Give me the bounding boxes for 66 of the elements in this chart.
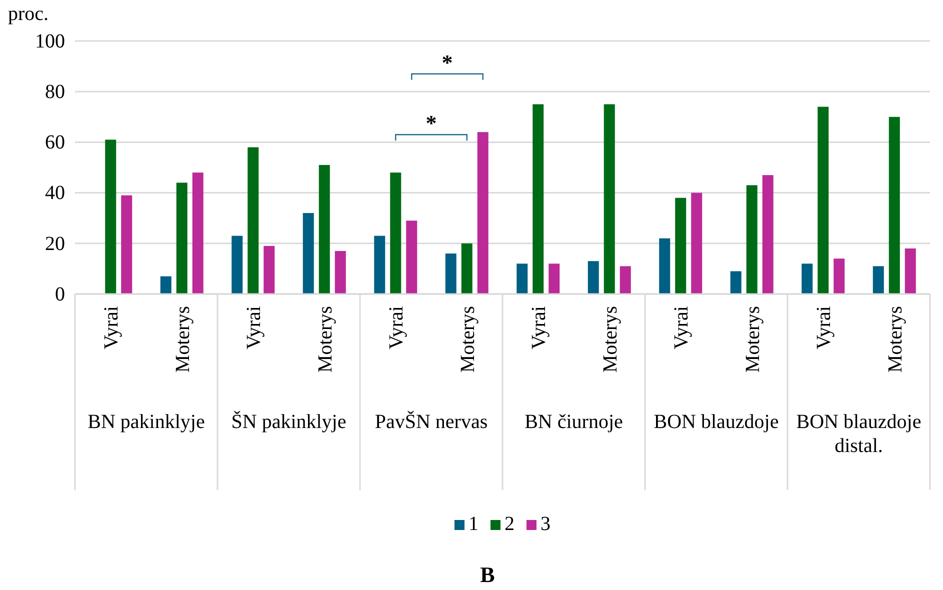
text: BON blauzdoje (654, 411, 779, 433)
x-tick-label: Vyrai (100, 306, 123, 350)
text: BON blauzdoje distal. (796, 411, 922, 457)
x-tick-label: Moterys (742, 306, 764, 373)
x-tick-label: Vyrai (243, 306, 266, 350)
x-tick-label: Moterys (456, 306, 479, 373)
bar (121, 195, 132, 294)
bar (548, 264, 560, 294)
bar (818, 106, 829, 294)
text: ŠN pakinklyje (231, 410, 346, 433)
text: BN čiurnoje (524, 411, 624, 433)
bar (675, 198, 686, 294)
x-tick-label: Moterys (172, 306, 194, 373)
bar (532, 104, 544, 294)
bar (232, 236, 243, 294)
text: BN pakinklyje (88, 411, 205, 433)
bar (872, 266, 884, 294)
bar (302, 213, 314, 294)
bar (691, 192, 702, 294)
bar (318, 164, 330, 294)
bar (746, 185, 758, 294)
x-tick-label: Vyrai (386, 306, 408, 350)
bar (461, 243, 472, 294)
x-tick-label: Vyrai (813, 306, 836, 350)
bar (192, 172, 204, 294)
bar (390, 172, 402, 294)
bar (176, 182, 188, 294)
bar (730, 271, 742, 294)
bar (406, 220, 418, 294)
bar (445, 254, 456, 294)
annotation: * (442, 50, 453, 75)
text: B (480, 562, 496, 587)
bar (264, 246, 275, 294)
x-tick-label: Moterys (884, 306, 906, 373)
bar (160, 276, 172, 294)
bar (659, 238, 670, 294)
y-tick-label: 80 (45, 81, 65, 103)
bar (516, 264, 528, 294)
bar (248, 147, 259, 294)
text: PavŠN nervas (374, 410, 488, 433)
x-tick-label: Vyrai (528, 306, 550, 350)
bar (762, 175, 774, 294)
y-tick-label: 40 (45, 182, 65, 204)
y-axis-title: proc. (8, 3, 49, 25)
bar (334, 250, 346, 294)
y-tick-label: 100 (35, 30, 65, 52)
bar (904, 248, 916, 294)
y-tick-label: 20 (45, 232, 65, 255)
bar (477, 132, 488, 294)
legend-label: 2 (504, 513, 514, 535)
bar (588, 261, 599, 294)
bar (802, 264, 813, 294)
bar (620, 266, 631, 294)
x-tick-label: Vyrai (670, 306, 693, 350)
legend-label: 1 (468, 513, 478, 535)
bar (888, 116, 900, 294)
y-tick-label: 0 (55, 283, 65, 306)
annotation: * (426, 110, 437, 136)
legend-label: 3 (540, 513, 550, 535)
x-tick-label: Moterys (314, 306, 336, 373)
bar (374, 236, 386, 294)
bar (604, 104, 615, 294)
bar (834, 258, 845, 294)
y-tick-label: 60 (45, 132, 65, 154)
bar (105, 140, 116, 294)
x-tick-label: Moterys (599, 306, 622, 373)
